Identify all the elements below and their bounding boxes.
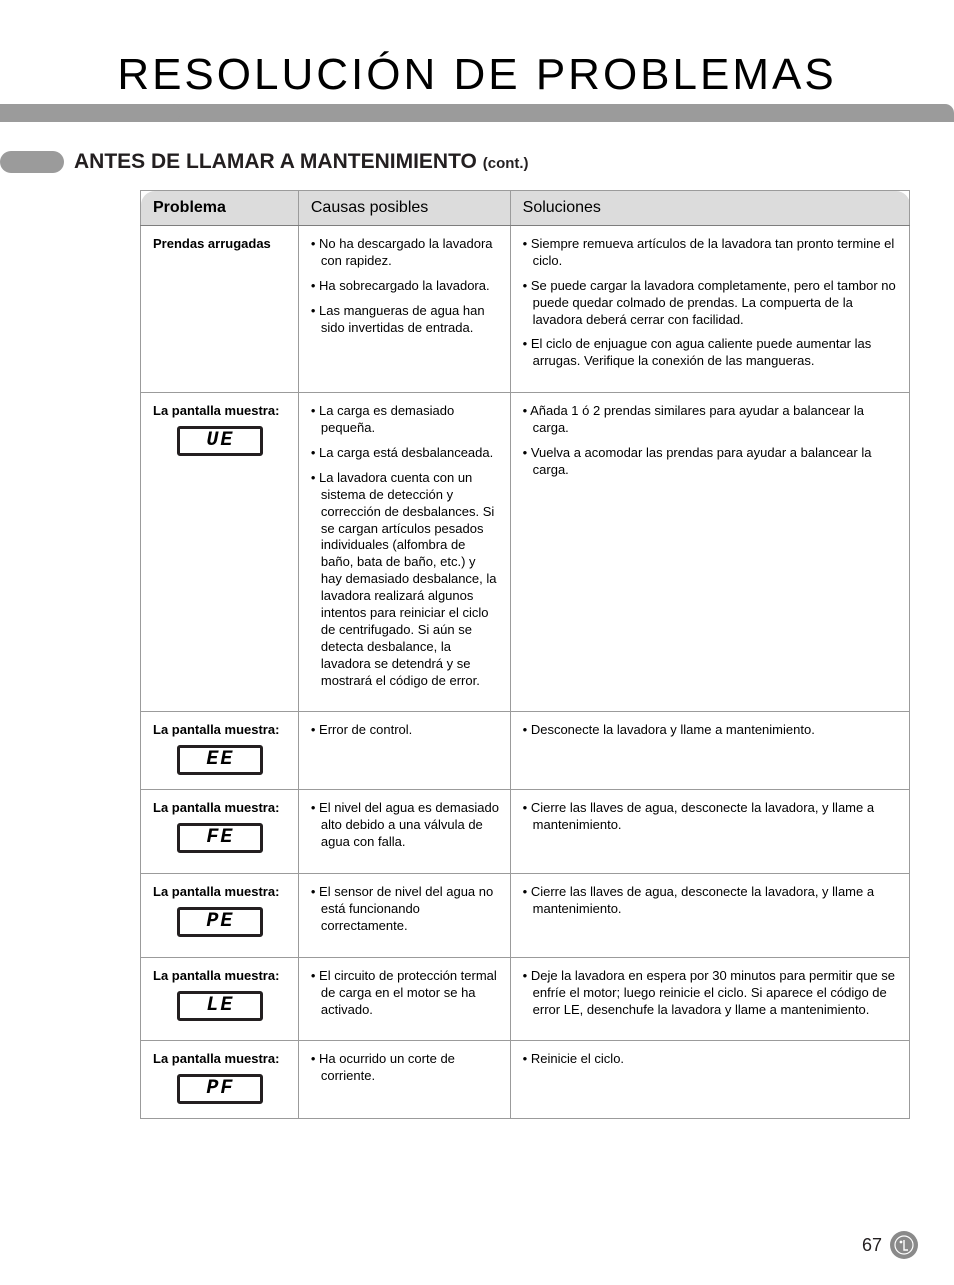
solution-item: Desconecte la lavadora y llame a manteni… [523,722,899,739]
causes-cell: El nivel del agua es demasiado alto debi… [298,790,510,874]
page-title: RESOLUCIÓN DE PROBLEMAS [0,50,954,100]
solutions-cell: Añada 1 ó 2 prendas similares para ayuda… [510,393,909,712]
solutions-cell: Desconecte la lavadora y llame a manteni… [510,712,909,790]
display-code-box: PF [177,1074,263,1104]
cause-item: La lavadora cuenta con un sistema de det… [311,470,500,690]
problem-cell: La pantalla muestra: EE [141,712,299,790]
solution-item: Reinicie el ciclo. [523,1051,899,1068]
page-footer: 67 [862,1231,918,1259]
problem-label: La pantalla muestra: [153,1051,288,1068]
table-row: La pantalla muestra: FE El nivel del agua … [141,790,910,874]
cause-item: La carga está desbalanceada. [311,445,500,462]
solutions-cell: Siempre remueva artículos de la lavadora… [510,226,909,393]
table-row: La pantalla muestra: PF Ha ocurrido un cor… [141,1041,910,1119]
problem-cell: La pantalla muestra: PE [141,874,299,958]
problem-cell: La pantalla muestra: PF [141,1041,299,1119]
cause-item: El sensor de nivel del agua no está func… [311,884,500,935]
col-header-solutions: Soluciones [510,191,909,226]
causes-cell: Error de control. [298,712,510,790]
cause-item: Las mangueras de agua han sido invertida… [311,303,500,337]
problem-label: Prendas arrugadas [153,236,288,253]
cause-item: Error de control. [311,722,500,739]
table-row: La pantalla muestra: EE Error de control. D… [141,712,910,790]
cause-item: Ha sobrecargado la lavadora. [311,278,500,295]
solution-item: El ciclo de enjuague con agua caliente p… [523,336,899,370]
problem-cell: La pantalla muestra: LE [141,957,299,1041]
cause-item: La carga es demasiado pequeña. [311,403,500,437]
solution-item: Deje la lavadora en espera por 30 minuto… [523,968,899,1019]
cause-item: No ha descargado la lavadora con rapidez… [311,236,500,270]
display-code-box: UE [177,426,263,456]
causes-cell: El circuito de protección termal de carg… [298,957,510,1041]
troubleshooting-table: Problema Causas posibles Soluciones Pren… [140,190,910,1119]
problem-label: La pantalla muestra: [153,403,288,420]
lg-logo-icon [890,1231,918,1259]
display-code-box: LE [177,991,263,1021]
problem-label: La pantalla muestra: [153,800,288,817]
solutions-cell: Deje la lavadora en espera por 30 minuto… [510,957,909,1041]
col-header-causes: Causas posibles [298,191,510,226]
table-row: La pantalla muestra: UE La carga es demasi… [141,393,910,712]
table-row: Prendas arrugadas No ha descargado la lav… [141,226,910,393]
page-number: 67 [862,1235,882,1256]
solution-item: Vuelva a acomodar las prendas para ayuda… [523,445,899,479]
col-header-problem: Problema [141,191,299,226]
section-heading: ANTES DE LLAMAR A MANTENIMIENTO (cont.) [64,150,954,174]
divider-bar [0,104,954,122]
causes-cell: No ha descargado la lavadora con rapidez… [298,226,510,393]
cause-item: Ha ocurrido un corte de corriente. [311,1051,500,1085]
table-row: La pantalla muestra: PE El sensor de nivel… [141,874,910,958]
solution-item: Cierre las llaves de agua, desconecte la… [523,884,899,918]
problem-label: La pantalla muestra: [153,722,288,739]
solution-item: Cierre las llaves de agua, desconecte la… [523,800,899,834]
cause-item: El circuito de protección termal de carg… [311,968,500,1019]
section-title-cont: (cont.) [483,155,529,172]
solutions-cell: Cierre las llaves de agua, desconecte la… [510,790,909,874]
solution-item: Siempre remueva artículos de la lavadora… [523,236,899,270]
problem-cell: La pantalla muestra: UE [141,393,299,712]
solution-item: Se puede cargar la lavadora completament… [523,278,899,329]
causes-cell: La carga es demasiado pequeña. La carga e… [298,393,510,712]
solutions-cell: Cierre las llaves de agua, desconecte la… [510,874,909,958]
problem-label: La pantalla muestra: [153,884,288,901]
pill-decor [0,151,64,173]
display-code-box: FE [177,823,263,853]
causes-cell: Ha ocurrido un corte de corriente. [298,1041,510,1119]
display-code-box: PE [177,907,263,937]
solutions-cell: Reinicie el ciclo. [510,1041,909,1119]
problem-cell: Prendas arrugadas [141,226,299,393]
table-header-row: Problema Causas posibles Soluciones [141,191,910,226]
table-row: La pantalla muestra: LE El circuito de pro… [141,957,910,1041]
problem-label: La pantalla muestra: [153,968,288,985]
problem-cell: La pantalla muestra: FE [141,790,299,874]
display-code-box: EE [177,745,263,775]
causes-cell: El sensor de nivel del agua no está func… [298,874,510,958]
section-title-main: ANTES DE LLAMAR A MANTENIMIENTO [74,150,477,173]
cause-item: El nivel del agua es demasiado alto debi… [311,800,500,851]
solution-item: Añada 1 ó 2 prendas similares para ayuda… [523,403,899,437]
